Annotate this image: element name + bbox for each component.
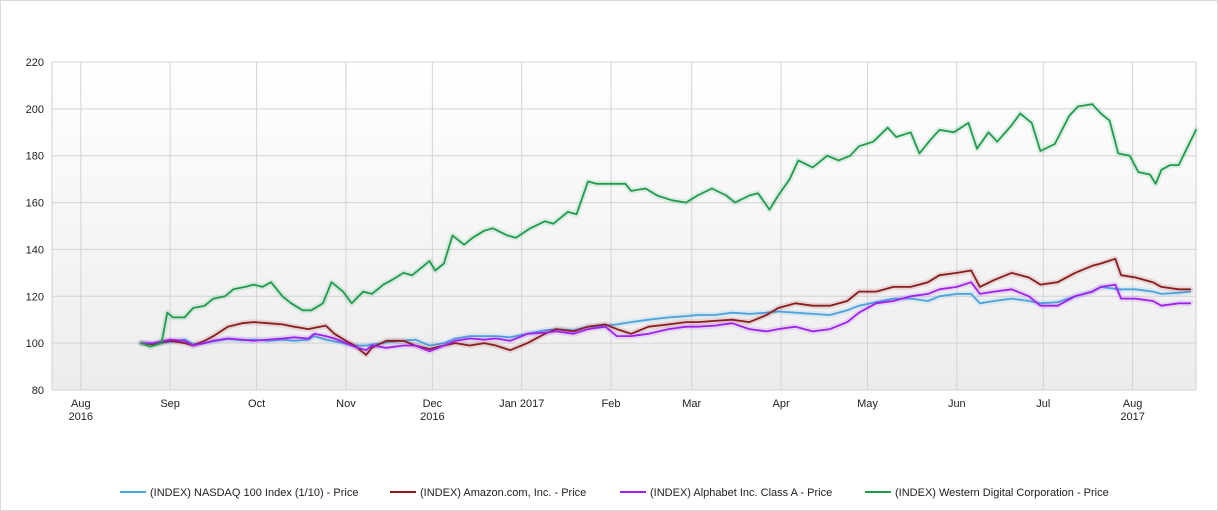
x-tick-sublabel: 2017 — [1120, 411, 1144, 423]
legend-label: (INDEX) NASDAQ 100 Index (1/10) - Price — [150, 487, 358, 499]
y-tick-label: 160 — [26, 198, 44, 210]
x-tick-label: Aug — [71, 398, 91, 410]
x-tick-label: Jun — [948, 398, 966, 410]
series-line-0 — [140, 285, 1192, 347]
y-tick-label: 220 — [26, 57, 44, 69]
x-tick-sublabel: 2016 — [69, 411, 93, 423]
series-line-2 — [140, 281, 1192, 353]
x-tick-label: Feb — [602, 398, 621, 410]
x-tick-sublabel: 2016 — [420, 411, 444, 423]
x-tick-label: Nov — [336, 398, 356, 410]
y-tick-label: 140 — [26, 244, 44, 256]
y-tick-label: 100 — [26, 338, 44, 350]
legend-label: (INDEX) Amazon.com, Inc. - Price — [420, 487, 586, 499]
x-tick-label: Jul — [1036, 398, 1050, 410]
x-tick-label: May — [857, 398, 878, 410]
x-tick-label: Mar — [682, 398, 701, 410]
x-tick-label: Sep — [160, 398, 180, 410]
legend-label: (INDEX) Western Digital Corporation - Pr… — [895, 487, 1109, 499]
y-tick-label: 180 — [26, 151, 44, 163]
y-tick-label: 80 — [32, 385, 44, 397]
y-tick-label: 200 — [26, 104, 44, 116]
y-tick-label: 120 — [26, 291, 44, 303]
x-tick-label: Aug — [1123, 398, 1143, 410]
x-tick-label: Dec — [423, 398, 443, 410]
x-tick-label: Oct — [248, 398, 265, 410]
legend-label: (INDEX) Alphabet Inc. Class A - Price — [650, 487, 832, 499]
series-line-3 — [140, 103, 1197, 348]
x-tick-label: Apr — [772, 398, 789, 410]
series-line-1 — [140, 257, 1192, 356]
x-tick-label: Jan 2017 — [499, 398, 544, 410]
